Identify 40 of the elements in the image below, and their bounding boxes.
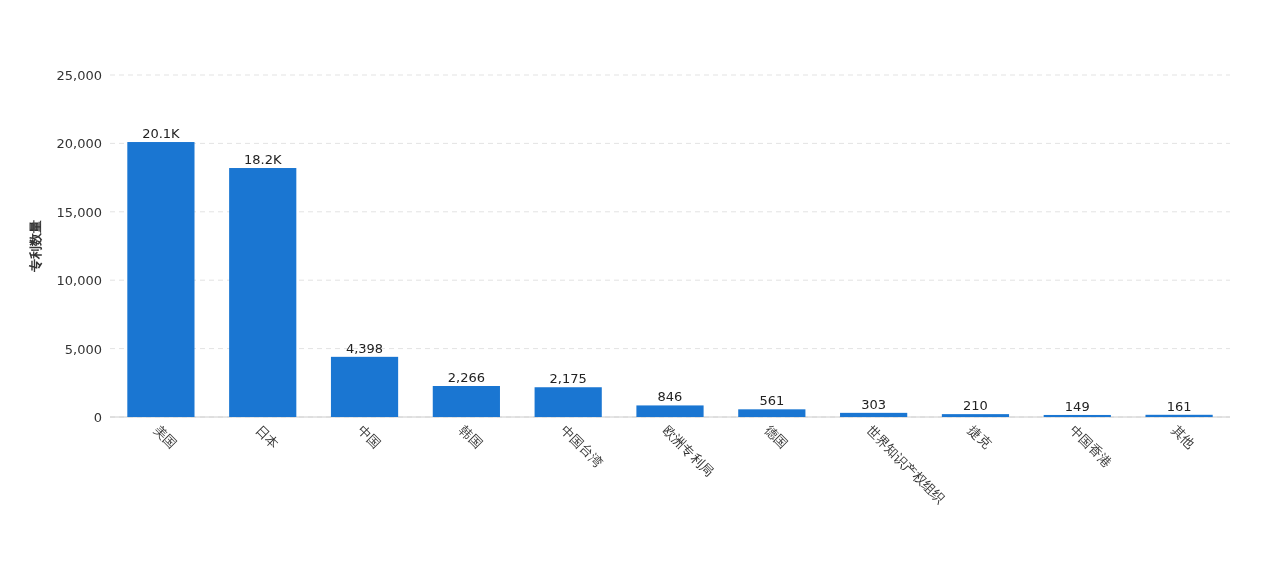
data-label: 561	[759, 393, 785, 409]
x-tick-label: 韩国	[456, 422, 486, 452]
y-tick-label: 5,000	[64, 341, 102, 357]
x-tick-label: 欧洲专利局	[659, 422, 717, 480]
data-label: 303	[861, 396, 887, 412]
x-tick-label: 世界知识产权组织	[863, 422, 948, 507]
x-tick-label: 其他	[1168, 422, 1198, 452]
data-label: 210	[963, 398, 988, 414]
bar	[1145, 414, 1213, 417]
x-tick-label: 中国	[354, 422, 384, 452]
x-tick-label: 美国	[150, 422, 180, 452]
x-tick-label: 中国香港	[1067, 422, 1115, 470]
data-label: 2,266	[447, 370, 485, 385]
bar	[738, 409, 806, 417]
data-label: 4,398	[345, 340, 384, 356]
y-tick-label: 25,000	[56, 68, 102, 83]
y-tick-label: 0	[93, 410, 102, 425]
data-label: 20.1K	[142, 126, 181, 142]
x-tick-label: 中国台湾	[558, 422, 606, 470]
data-label: 149	[1064, 398, 1090, 414]
bar	[432, 386, 500, 417]
bar	[1043, 414, 1111, 417]
data-label: 18.2K	[243, 152, 282, 168]
y-tick-label: 15,000	[56, 204, 102, 220]
y-axis-title: 专利数量	[28, 220, 43, 273]
data-label: 161	[1166, 398, 1192, 414]
data-label: 846	[657, 389, 683, 405]
y-tick-label: 20,000	[56, 136, 102, 152]
bar	[127, 142, 195, 417]
bar	[229, 168, 297, 417]
x-tick-label: 日本	[252, 422, 282, 452]
y-tick-label: 10,000	[56, 273, 102, 289]
bar	[636, 405, 704, 417]
bar	[534, 387, 602, 417]
bar	[941, 414, 1010, 417]
x-tick-label: 德国	[761, 422, 791, 452]
data-label: 2,175	[549, 371, 587, 387]
x-tick-label: 捷克	[965, 422, 995, 452]
bar	[840, 412, 908, 417]
bar	[330, 356, 399, 417]
